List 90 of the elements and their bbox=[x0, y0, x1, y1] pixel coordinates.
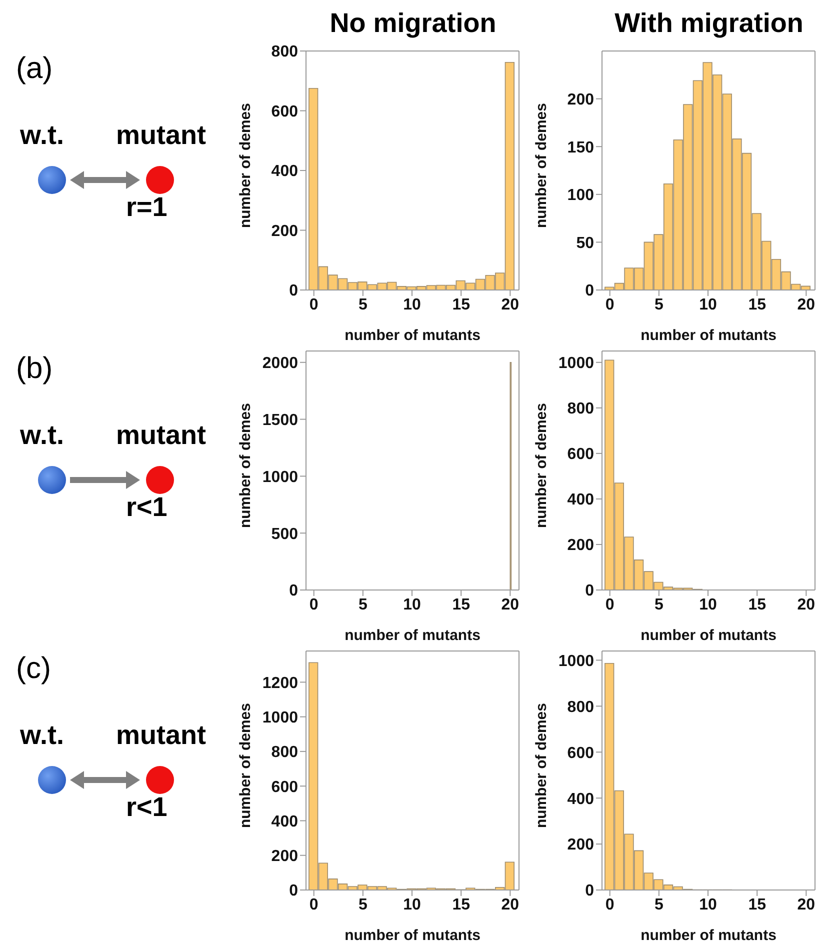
x-tick-label: 15 bbox=[748, 596, 766, 614]
y-tick-label: 600 bbox=[271, 778, 298, 796]
x-tick-label: 5 bbox=[654, 896, 664, 914]
x-tick-label: 5 bbox=[654, 596, 664, 614]
y-tick-label: 400 bbox=[567, 790, 594, 808]
y-tick-label: 0 bbox=[289, 582, 298, 600]
text: r<1 bbox=[126, 792, 168, 823]
x-tick-label: 20 bbox=[501, 596, 520, 614]
y-tick-label: 1000 bbox=[262, 468, 298, 486]
x-axis-title: number of mutants bbox=[640, 627, 776, 644]
x-axis-title: number of mutants bbox=[344, 327, 480, 344]
x-axis-title: number of mutants bbox=[640, 927, 776, 944]
y-tick-label: 200 bbox=[567, 91, 594, 108]
x-tick-label: 20 bbox=[501, 896, 520, 914]
y-tick-label: 0 bbox=[289, 882, 298, 900]
y-tick-label: 200 bbox=[271, 222, 298, 240]
y-tick-label: 800 bbox=[567, 400, 594, 418]
chart-title: With migration bbox=[614, 8, 804, 40]
y-tick-label: 0 bbox=[585, 882, 594, 900]
x-tick-label: 15 bbox=[452, 896, 470, 914]
y-tick-label: 0 bbox=[289, 282, 298, 300]
x-axis-title: number of mutants bbox=[344, 927, 480, 944]
y-tick-label: 200 bbox=[271, 848, 298, 866]
y-tick-label: 400 bbox=[567, 492, 594, 509]
text: mutant bbox=[116, 720, 206, 751]
text: r=1 bbox=[126, 192, 168, 223]
y-tick-label: 600 bbox=[567, 446, 594, 464]
x-tick-label: 0 bbox=[309, 896, 318, 914]
y-axis-title: number of demes bbox=[532, 103, 550, 229]
y-tick-label: 1000 bbox=[558, 355, 594, 372]
x-tick-label: 10 bbox=[403, 296, 422, 314]
x-tick-label: 15 bbox=[452, 296, 470, 314]
y-tick-label: 800 bbox=[271, 44, 298, 61]
x-tick-label: 15 bbox=[748, 296, 766, 314]
x-axis-title: number of mutants bbox=[640, 327, 776, 344]
y-axis-title: number of demes bbox=[532, 703, 550, 829]
y-tick-label: 1200 bbox=[262, 674, 298, 692]
y-axis-title: number of demes bbox=[236, 103, 254, 229]
y-tick-label: 800 bbox=[271, 744, 298, 762]
x-tick-label: 20 bbox=[797, 596, 816, 614]
y-tick-label: 800 bbox=[567, 698, 594, 716]
x-tick-label: 10 bbox=[699, 896, 718, 914]
text: (b) bbox=[16, 352, 53, 386]
y-axis-title: number of demes bbox=[532, 403, 550, 529]
x-tick-label: 10 bbox=[699, 596, 718, 614]
y-tick-label: 200 bbox=[567, 836, 594, 854]
y-tick-label: 500 bbox=[271, 526, 298, 543]
y-tick-label: 0 bbox=[585, 582, 594, 600]
text: mutant bbox=[116, 420, 206, 451]
y-tick-label: 400 bbox=[271, 163, 298, 180]
x-tick-label: 0 bbox=[309, 296, 318, 314]
text: (c) bbox=[16, 652, 51, 686]
x-tick-label: 0 bbox=[605, 896, 614, 914]
y-tick-label: 600 bbox=[567, 744, 594, 762]
x-tick-label: 0 bbox=[605, 296, 614, 314]
text: r<1 bbox=[126, 492, 168, 523]
x-tick-label: 10 bbox=[403, 596, 422, 614]
y-tick-label: 1500 bbox=[262, 412, 298, 429]
y-axis-title: number of demes bbox=[236, 403, 254, 529]
x-tick-label: 5 bbox=[654, 296, 664, 314]
text: mutant bbox=[116, 120, 206, 151]
text: w.t. bbox=[20, 120, 64, 151]
x-tick-label: 10 bbox=[699, 296, 718, 314]
y-tick-label: 50 bbox=[576, 234, 594, 252]
y-tick-label: 1000 bbox=[262, 709, 298, 726]
y-tick-label: 600 bbox=[271, 103, 298, 120]
y-tick-label: 1000 bbox=[558, 652, 594, 670]
x-tick-label: 5 bbox=[358, 896, 368, 914]
y-tick-label: 100 bbox=[567, 187, 594, 204]
x-tick-label: 0 bbox=[605, 596, 614, 614]
x-tick-label: 20 bbox=[501, 296, 520, 314]
y-tick-label: 150 bbox=[567, 139, 594, 156]
chart-title: No migration bbox=[328, 8, 498, 40]
y-tick-label: 200 bbox=[567, 537, 594, 554]
x-tick-label: 0 bbox=[309, 596, 318, 614]
text: w.t. bbox=[20, 420, 64, 451]
x-tick-label: 15 bbox=[748, 896, 766, 914]
y-tick-label: 400 bbox=[271, 813, 298, 830]
y-tick-label: 2000 bbox=[262, 355, 298, 372]
x-tick-label: 10 bbox=[403, 896, 422, 914]
text: (a) bbox=[16, 52, 53, 86]
x-tick-label: 20 bbox=[797, 296, 816, 314]
y-axis-title: number of demes bbox=[236, 703, 254, 829]
x-tick-label: 15 bbox=[452, 596, 470, 614]
x-tick-label: 5 bbox=[358, 296, 368, 314]
x-tick-label: 20 bbox=[797, 896, 816, 914]
x-axis-title: number of mutants bbox=[344, 627, 480, 644]
y-tick-label: 0 bbox=[585, 282, 594, 300]
text: w.t. bbox=[20, 720, 64, 751]
x-tick-label: 5 bbox=[358, 596, 368, 614]
